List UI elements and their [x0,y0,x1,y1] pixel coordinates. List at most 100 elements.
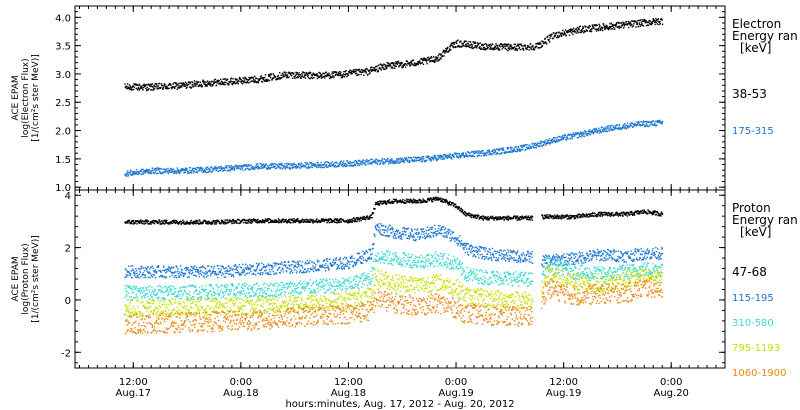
data-point [531,45,534,48]
data-point [657,18,660,20]
data-point [391,66,393,68]
data-point [426,200,428,202]
data-point [630,211,632,213]
data-point [496,152,498,154]
data-point [379,162,382,165]
data-point [343,164,346,166]
data-point [420,201,423,204]
data-point [403,201,405,203]
data-point [527,146,530,148]
data-point [436,199,439,201]
data-point [495,153,497,156]
data-point [648,212,651,214]
data-point [293,72,295,74]
data-point [407,161,409,163]
data-point [553,139,555,142]
data-point [622,22,625,25]
data-point [340,162,342,165]
data-point [582,133,585,135]
data-point [370,158,372,161]
data-point [605,26,608,28]
data-point [438,198,440,200]
data-point [656,120,659,122]
data-point [491,217,493,220]
data-point [553,136,555,139]
data-point [355,68,357,71]
data-point [395,61,397,63]
data-point [337,72,340,74]
data-point [281,168,283,170]
data-point [433,154,436,157]
data-point [362,216,365,219]
data-point [142,267,145,269]
data-point [434,58,436,61]
data-point [411,202,413,204]
data-point [360,73,362,76]
data-point [158,219,161,221]
data-point [631,213,634,215]
data-point [439,53,441,55]
data-point [301,218,304,220]
data-point [167,268,169,270]
data-point [454,206,456,209]
data-point [600,26,603,28]
data-point [491,48,493,50]
data-point [284,73,287,76]
data-point [129,173,132,176]
data-point [252,78,255,80]
data-point [376,201,379,203]
data-point [436,158,439,160]
data-point [602,212,605,214]
data-point [354,69,356,71]
data-point [367,163,369,165]
data-point [295,74,297,77]
data-point [656,23,659,25]
data-point [140,221,143,224]
data-point [197,222,199,224]
data-point [257,167,260,169]
data-point [127,270,130,273]
data-point [138,89,141,91]
data-point [144,219,146,222]
data-point [451,158,453,160]
data-point [588,132,590,135]
data-point [299,167,302,169]
data-point [343,71,345,73]
data-point [422,58,424,61]
data-point [126,220,129,222]
data-point [275,167,278,169]
data-point [587,216,590,218]
data-point [153,220,155,222]
data-point [514,215,516,218]
data-point [385,64,387,66]
data-point [459,155,461,157]
data-point [455,40,458,43]
data-point [463,154,465,157]
data-point [183,274,185,276]
data-point [331,73,333,75]
data-point [268,75,270,77]
data-point [129,273,131,275]
data-point [200,222,202,224]
data-point [155,221,158,223]
data-point [305,74,307,76]
data-point [137,86,140,89]
data-point [219,169,221,172]
data-point [578,27,580,29]
data-point [213,167,216,169]
data-point [155,270,157,273]
data-point [317,164,320,166]
data-point [177,83,180,85]
data-point [504,47,506,50]
data-point [646,125,649,127]
data-point [154,168,157,170]
data-point [247,219,250,221]
data-point [511,150,514,152]
data-point [415,157,418,160]
data-point [427,155,429,157]
data-point [469,213,471,215]
data-point [323,72,326,75]
data-point [630,22,632,25]
data-point [430,56,433,58]
data-point [427,56,430,59]
